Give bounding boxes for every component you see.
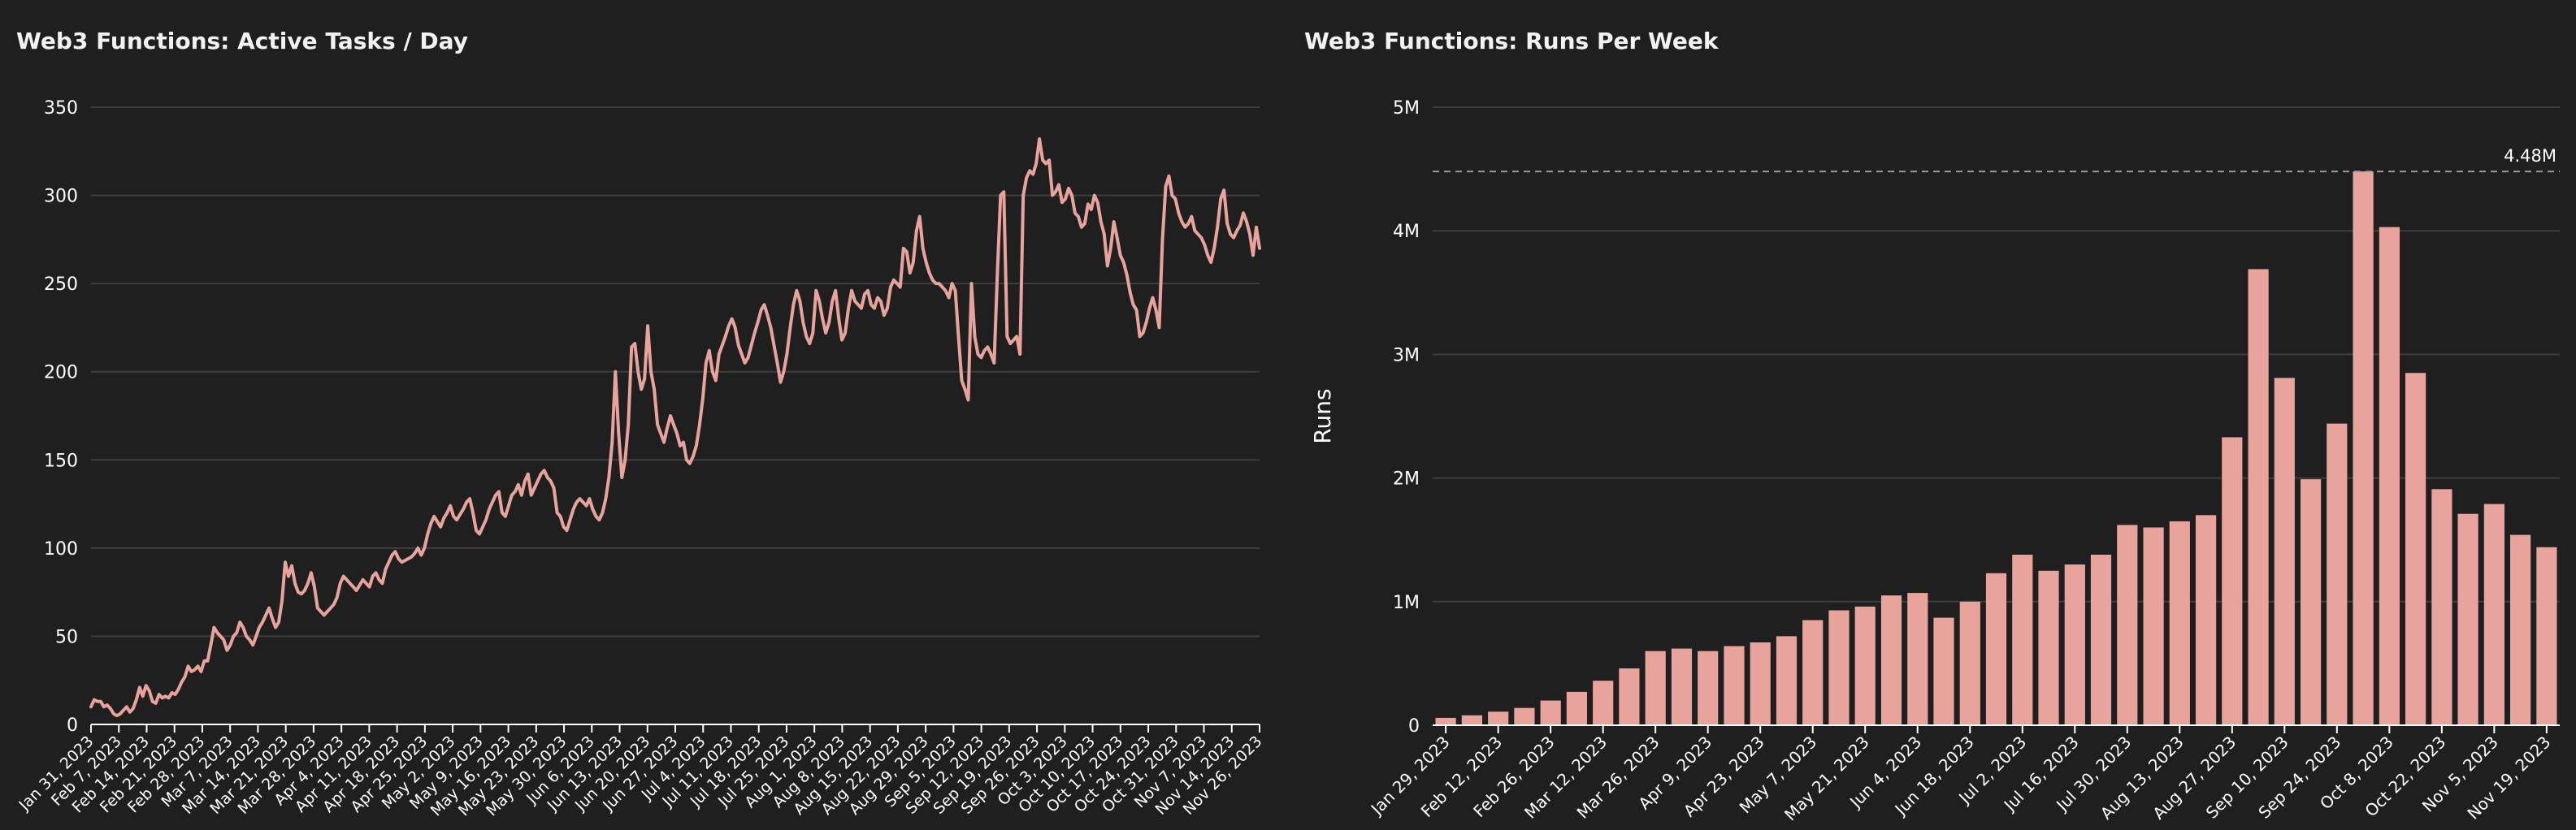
y-tick-label: 150: [44, 451, 78, 471]
y-tick-label: 5M: [1393, 98, 1420, 119]
bar: [2431, 489, 2452, 725]
bar: [1854, 606, 1876, 725]
bar: [2353, 171, 2374, 726]
y-tick-label: 1M: [1393, 593, 1420, 613]
bar: [1593, 681, 1614, 725]
y-tick-label: 4M: [1393, 222, 1420, 242]
bar: [2143, 527, 2164, 725]
bar: [2064, 564, 2085, 725]
bar: [1566, 691, 1587, 725]
y-tick-label: 3M: [1393, 345, 1420, 365]
y-tick-label: 300: [44, 187, 78, 207]
bar: [2117, 525, 2138, 725]
bar: [1776, 636, 1798, 725]
bar: [2222, 437, 2243, 725]
bar: [1645, 651, 1666, 725]
bar: [1828, 610, 1850, 725]
bar: [1802, 620, 1824, 725]
y-tick-label: 350: [44, 98, 78, 119]
bar: [1514, 707, 1535, 725]
bar: [1461, 715, 1482, 725]
bar: [2536, 547, 2557, 725]
bar: [1619, 668, 1640, 725]
bar: [2196, 515, 2217, 725]
series-line: [89, 137, 1261, 718]
y-tick-label: 250: [44, 275, 78, 295]
chart-panel-active-tasks: Web3 Functions: Active Tasks / Day 0 50 10…: [15, 28, 1265, 819]
y-tick-label: 50: [55, 627, 78, 647]
reference-line-label: 4.48M: [2504, 146, 2556, 166]
bar: [1435, 717, 1456, 725]
bar: [1880, 595, 1902, 725]
y-tick-label: 200: [44, 363, 78, 383]
bar: [2510, 534, 2531, 725]
bar: [2038, 570, 2059, 726]
bar: [1488, 711, 1509, 725]
bar: [2274, 378, 2295, 725]
y-tick-label: 100: [44, 539, 78, 560]
bar: [2012, 555, 2033, 725]
bar: [1724, 646, 1745, 725]
bar: [1959, 601, 1980, 725]
bar: [1671, 648, 1693, 725]
bar: [2405, 373, 2426, 725]
bar: [1540, 700, 1561, 725]
bar: [2327, 423, 2348, 725]
bar: [1907, 593, 1928, 725]
bar: [2301, 479, 2322, 725]
bar: [1698, 651, 1719, 725]
chart-panel-runs-per-week: Web3 Functions: Runs Per Week 0 1M 2M 3M 4M 5…: [1288, 0, 2576, 830]
chart-title: Web3 Functions: Runs Per Week: [1304, 28, 1719, 54]
bar: [2483, 504, 2504, 725]
y-axis-title: Runs: [1309, 388, 1336, 443]
bar: [2379, 227, 2400, 726]
y-tick-label: 0: [1408, 716, 1420, 737]
chart-title: Web3 Functions: Active Tasks / Day: [16, 28, 468, 54]
bar: [2090, 555, 2112, 725]
y-tick-label: 2M: [1393, 469, 1420, 490]
bar: [1985, 573, 2007, 725]
y-tick-label: 0: [67, 715, 78, 736]
bar: [2457, 513, 2478, 725]
bar: [1750, 642, 1771, 725]
bar: [1933, 617, 1954, 725]
bar: [2248, 269, 2269, 725]
bar: [2169, 521, 2190, 725]
